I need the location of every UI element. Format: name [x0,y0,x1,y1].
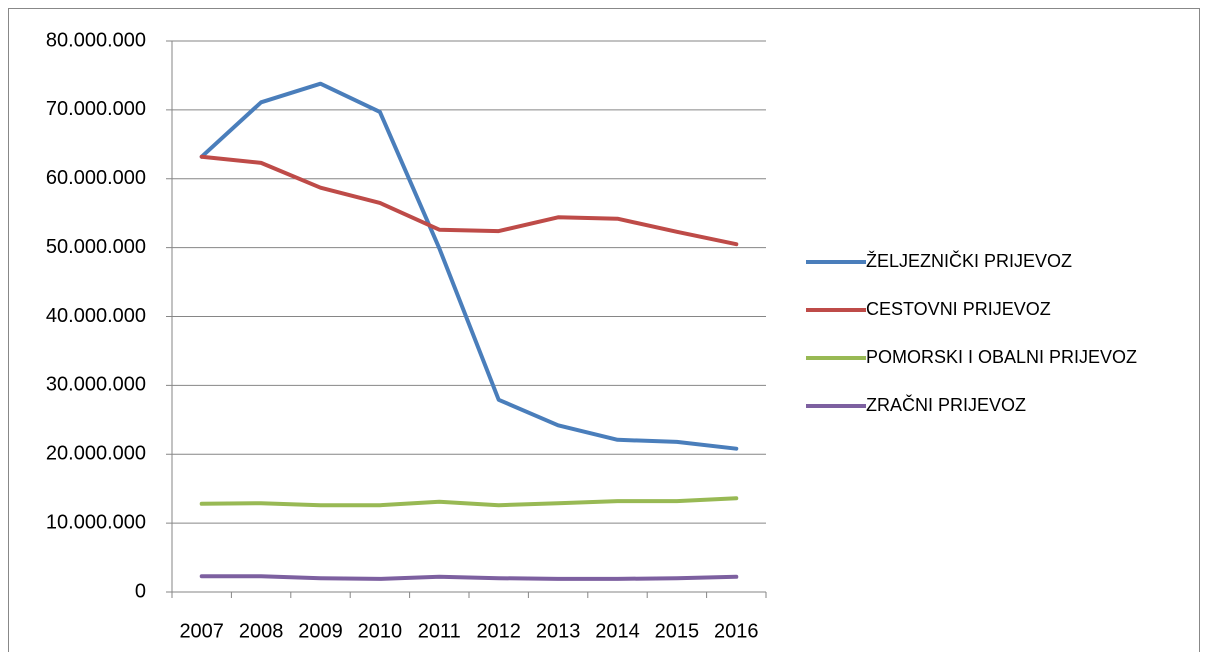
y-tick-label: 70.000.000 [46,98,146,120]
x-tick-label: 2013 [536,620,581,642]
y-tick-label: 10.000.000 [46,511,146,533]
x-tick-label: 2014 [595,620,640,642]
series-line [199,574,739,581]
series-line [199,154,739,247]
y-tick-label: 40.000.000 [46,305,146,327]
x-tick-label: 2007 [179,620,224,642]
legend-label: CESTOVNI PRIJEVOZ [866,299,1051,319]
x-tick-label: 2011 [418,620,461,642]
x-tick-label: 2008 [239,620,284,642]
x-tick-label: 2012 [476,620,521,642]
x-tick-label: 2015 [655,620,700,642]
y-tick-label: 30.000.000 [46,374,146,396]
series-line [199,496,739,508]
y-tick-label: 20.000.000 [46,443,146,465]
chart-frame [8,8,1200,652]
x-tick-label: 2016 [714,620,759,642]
legend-label: ŽELJEZNIČKI PRIJEVOZ [866,250,1072,271]
y-tick-label: 80.000.000 [46,29,146,51]
series-line [199,81,739,451]
y-tick-label: 50.000.000 [46,236,146,258]
y-tick-label: 60.000.000 [46,167,146,189]
x-tick-label: 2009 [298,620,343,642]
x-tick-label: 2010 [358,620,403,642]
y-tick-label: 0 [135,580,146,602]
legend-label: POMORSKI I OBALNI PRIJEVOZ [866,347,1137,367]
legend-label: ZRAČNI PRIJEVOZ [866,394,1026,415]
